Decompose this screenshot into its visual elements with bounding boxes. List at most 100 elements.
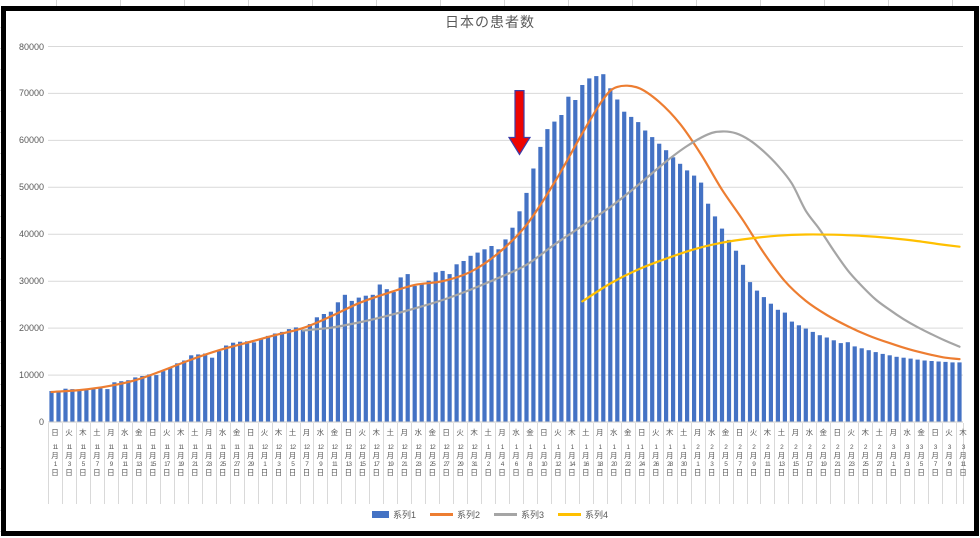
x-date-label: 日 12 月 13 日	[344, 428, 353, 477]
x-tick-separator	[201, 423, 203, 504]
x-tick-separator	[383, 423, 385, 504]
bar	[803, 328, 808, 422]
bar	[775, 309, 780, 422]
bar	[552, 121, 557, 422]
bar	[265, 335, 271, 422]
bar	[342, 294, 347, 422]
bar	[810, 331, 815, 422]
bar	[105, 389, 110, 422]
red-down-arrow	[507, 90, 532, 156]
x-tick-separator	[481, 423, 483, 504]
x-tick-separator	[718, 423, 720, 504]
bar	[908, 358, 913, 422]
x-tick-separator	[606, 423, 608, 504]
bar	[712, 216, 718, 422]
bar	[314, 317, 319, 422]
y-tick-label: 20000	[18, 323, 44, 334]
x-tick-separator	[131, 423, 133, 504]
bar	[238, 341, 243, 422]
bar	[433, 272, 438, 422]
bar	[112, 382, 117, 422]
bar	[747, 282, 753, 422]
x-tick-separator	[145, 423, 147, 504]
bar	[307, 324, 312, 422]
bar	[328, 311, 333, 422]
x-tick-separator	[746, 423, 748, 504]
bar	[845, 342, 850, 422]
bar	[161, 371, 166, 422]
x-date-label: 土 2 月 13 日	[777, 428, 786, 477]
legend-label: 系列1	[392, 510, 416, 520]
bar	[440, 270, 445, 422]
bar	[189, 355, 194, 422]
y-tick-label: 0	[38, 417, 44, 427]
bar	[880, 353, 885, 422]
x-date-label: 水 2 月 17 日	[805, 428, 814, 477]
x-tick-separator	[243, 423, 245, 504]
x-date-label: 火 2 月 23 日	[847, 428, 856, 477]
x-tick-separator	[592, 423, 594, 504]
bar	[817, 335, 822, 422]
bar	[335, 302, 340, 422]
bar	[608, 88, 613, 423]
x-tick-separator	[914, 423, 916, 504]
series1-bar-swatch	[371, 511, 389, 518]
bar	[622, 111, 627, 422]
x-tick-separator	[886, 423, 888, 504]
x-tick-separator	[872, 423, 874, 504]
bar	[231, 342, 236, 422]
bar	[175, 363, 180, 422]
x-tick-separator	[760, 423, 762, 504]
bar	[873, 352, 878, 422]
x-date-label: 金 2 月 19 日	[819, 428, 828, 477]
x-date-label: 水 12 月 9 日	[316, 428, 325, 477]
legend-item-series1[interactable]: 系列1	[371, 508, 416, 521]
bar	[245, 341, 250, 422]
x-tick-separator	[928, 423, 930, 504]
x-date-label: 木 2 月 25 日	[861, 428, 869, 477]
legend-item-series4[interactable]: 系列4	[558, 508, 608, 521]
x-tick-separator	[900, 423, 902, 504]
x-tick-separator	[858, 423, 860, 504]
bar	[279, 331, 285, 422]
x-date-label: 木 1 月 14 日	[568, 428, 576, 477]
x-tick-separator	[690, 423, 692, 504]
series4-line-swatch	[558, 513, 582, 516]
x-date-label: 日 2 月 21 日	[833, 428, 842, 477]
x-date-label: 金 1 月 22 日	[623, 428, 632, 477]
x-date-label: 木 12 月 3 日	[274, 428, 283, 477]
y-tick-label: 40000	[18, 229, 44, 240]
x-tick-separator	[285, 423, 287, 504]
x-date-label: 月 1 月 18 日	[596, 428, 604, 477]
x-tick-separator	[397, 423, 399, 504]
bar	[405, 274, 410, 422]
bar	[950, 362, 955, 422]
bar	[545, 129, 550, 422]
x-date-label: 金 12 月 25 日	[428, 428, 436, 477]
legend-item-series2[interactable]: 系列2	[429, 508, 480, 521]
bar	[468, 255, 473, 422]
x-date-label: 水 1 月 20 日	[610, 428, 618, 477]
y-tick-label: 30000	[18, 276, 44, 287]
x-tick-separator	[648, 423, 650, 504]
legend-item-series3[interactable]: 系列3	[494, 508, 544, 521]
x-tick-separator	[355, 423, 357, 504]
x-tick-separator	[48, 423, 49, 504]
x-date-label: 火 11 月 17 日	[163, 428, 171, 477]
bar	[356, 297, 361, 422]
legend-label: 系列3	[521, 510, 545, 520]
x-tick-separator	[411, 423, 413, 504]
bar	[258, 339, 264, 422]
x-date-label: 土 11 月 7 日	[93, 428, 101, 477]
x-date-label: 木 11 月 5 日	[79, 428, 87, 477]
x-date-label: 土 12 月 5 日	[288, 428, 297, 477]
x-date-label: 土 12 月 19 日	[386, 428, 395, 477]
bar	[915, 359, 920, 422]
